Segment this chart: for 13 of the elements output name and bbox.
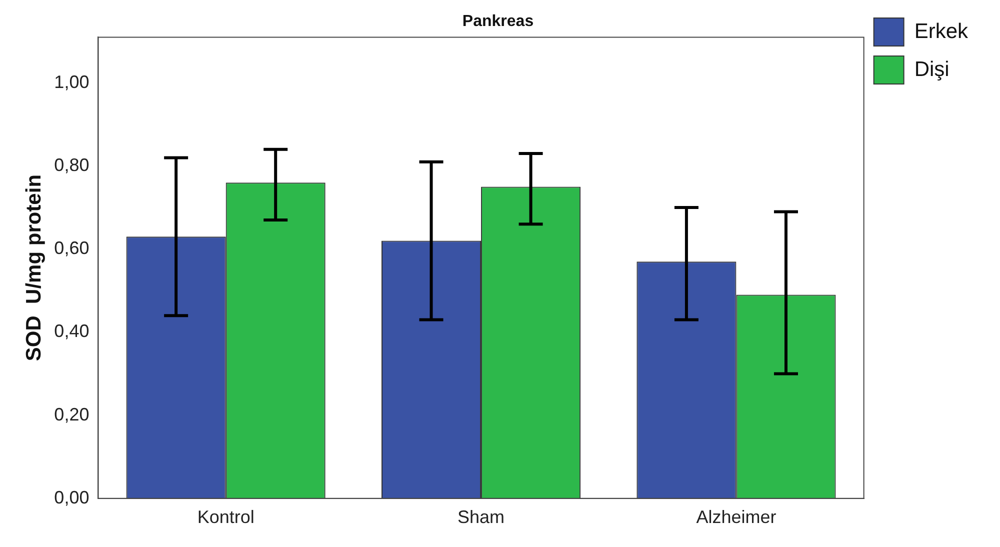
legend-label: Erkek — [914, 20, 968, 43]
y-tick-label: 0,20 — [54, 404, 90, 424]
y-tick-label: 1,00 — [54, 72, 90, 92]
y-tick-label: 0,60 — [54, 238, 90, 258]
x-tick-label: Kontrol — [197, 507, 254, 528]
y-tick-label: 0,00 — [54, 487, 90, 508]
x-tick-label: Sham — [458, 507, 505, 528]
chart-title: Pankreas — [462, 13, 534, 30]
y-tick-label: 0,40 — [54, 321, 90, 342]
y-axis-title: SOD U/mg protein — [22, 174, 46, 362]
x-tick-label: Alzheimer — [696, 507, 776, 528]
legend-label: Dişi — [914, 58, 950, 81]
y-tick-label: 0,80 — [54, 154, 90, 175]
